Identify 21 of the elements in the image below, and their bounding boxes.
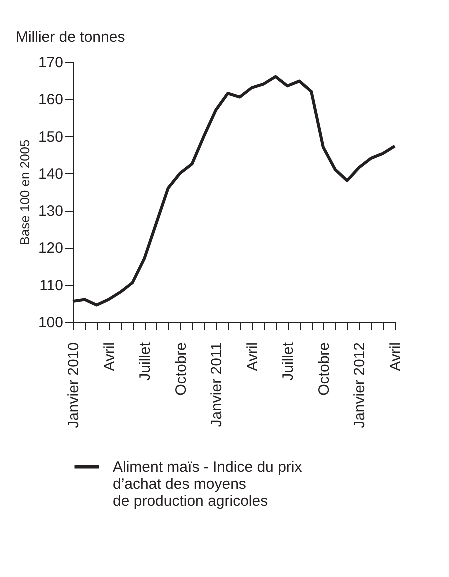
y-tick-label: 150 [38, 128, 64, 146]
y-tick-label: 120 [38, 240, 64, 258]
legend-label: Aliment maïs - Indice du prix d’achat des moyens de production agricoles [113, 459, 303, 510]
y-tick-label: 130 [38, 203, 64, 220]
x-tick-label: Avril [388, 342, 404, 372]
x-tick-label: Janvier 2011 [208, 342, 226, 428]
y-tick-label: 170 [38, 54, 64, 72]
x-tick-label: Janvier 2010 [66, 342, 82, 428]
y-tick-label: 160 [38, 92, 64, 109]
x-tick-label: Janvier 2012 [352, 342, 369, 428]
x-tick-label: Juillet [137, 342, 154, 381]
x-tick-label: Octobre [316, 342, 333, 396]
x-tick-label: Octobre [172, 342, 190, 396]
y-axis-title: Base 100 en 2005 [17, 140, 32, 246]
y-tick-label: 110 [40, 277, 64, 294]
x-tick-label: Avril [244, 342, 262, 372]
x-tick-label: Avril [101, 342, 118, 372]
y-tick-label: 100 [38, 314, 64, 332]
chart-title: Millier de tonnes [16, 29, 126, 46]
y-tick-label: 140 [38, 166, 64, 183]
x-tick-label: Juillet [280, 342, 298, 381]
